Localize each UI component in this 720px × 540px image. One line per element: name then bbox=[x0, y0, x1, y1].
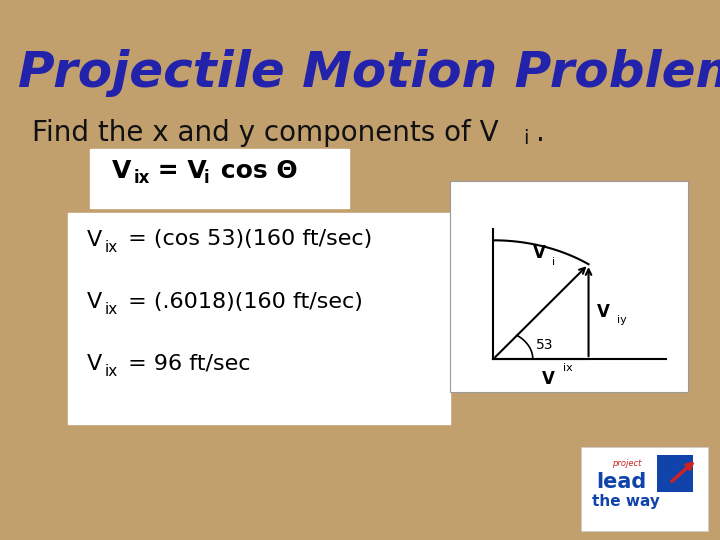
Text: iy: iy bbox=[616, 315, 626, 325]
FancyBboxPatch shape bbox=[90, 148, 349, 208]
Text: = (.6018)(160 ft/sec): = (.6018)(160 ft/sec) bbox=[121, 292, 363, 312]
Text: V: V bbox=[86, 230, 102, 249]
Text: V: V bbox=[533, 244, 546, 261]
FancyBboxPatch shape bbox=[68, 213, 450, 424]
Text: i: i bbox=[204, 169, 210, 187]
Text: i: i bbox=[552, 257, 555, 267]
Text: = V: = V bbox=[149, 159, 207, 183]
Text: the way: the way bbox=[592, 494, 660, 509]
Text: 53: 53 bbox=[536, 338, 554, 352]
Text: = 96 ft/sec: = 96 ft/sec bbox=[121, 354, 251, 374]
Text: lead: lead bbox=[596, 472, 647, 492]
Text: V: V bbox=[112, 159, 131, 183]
Text: ix: ix bbox=[133, 169, 150, 187]
Text: Projectile Motion Problem: Projectile Motion Problem bbox=[18, 49, 720, 97]
Text: project: project bbox=[612, 459, 642, 468]
Text: V: V bbox=[541, 370, 554, 388]
Text: ix: ix bbox=[563, 363, 573, 374]
Text: .: . bbox=[536, 119, 545, 147]
Text: Find the x and y components of V: Find the x and y components of V bbox=[32, 119, 499, 147]
Text: ix: ix bbox=[105, 302, 118, 318]
Text: = (cos 53)(160 ft/sec): = (cos 53)(160 ft/sec) bbox=[121, 230, 372, 249]
FancyBboxPatch shape bbox=[581, 447, 708, 531]
Text: i: i bbox=[523, 129, 529, 147]
Text: V: V bbox=[86, 354, 102, 374]
FancyBboxPatch shape bbox=[450, 181, 688, 392]
Text: V: V bbox=[86, 292, 102, 312]
Text: cos Θ: cos Θ bbox=[212, 159, 298, 183]
Text: V: V bbox=[597, 302, 610, 321]
Text: ix: ix bbox=[105, 240, 118, 255]
Text: ix: ix bbox=[105, 364, 118, 380]
FancyBboxPatch shape bbox=[657, 455, 693, 492]
